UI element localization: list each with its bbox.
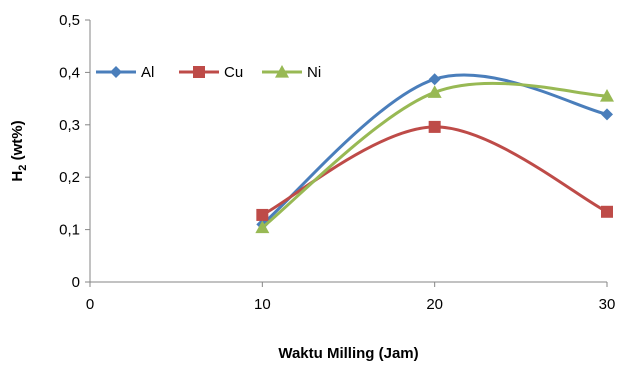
y-tick-label: 0,5 [59, 12, 80, 29]
legend-marker [275, 65, 289, 78]
y-axis-title-unit: (wt%) [9, 120, 26, 164]
series-cu [256, 120, 613, 221]
x-tick-label: 10 [254, 296, 271, 313]
data-point-cu [256, 208, 269, 221]
series-line-ni [261, 81, 608, 229]
y-tick-label: 0,2 [59, 169, 80, 186]
legend: Al Cu Ni [96, 64, 321, 81]
x-axis-ticks: 0 10 20 30 [86, 282, 616, 313]
data-point-ni [600, 88, 614, 102]
series-ni [255, 81, 614, 234]
y-tick-label: 0,3 [59, 117, 80, 134]
y-tick-label: 0,4 [59, 64, 80, 81]
axes [89, 20, 607, 283]
y-axis-title-main: H [9, 171, 26, 182]
data-point-al [428, 73, 441, 86]
x-tick-label: 30 [599, 296, 616, 313]
y-axis-ticks: 0 0,1 0,2 0,3 0,4 0,5 [59, 12, 90, 291]
data-point-ni [427, 85, 442, 98]
legend-marker [193, 66, 205, 78]
y-tick-label: 0 [72, 274, 80, 291]
y-tick-label: 0,1 [59, 222, 80, 239]
legend-marker [110, 66, 122, 78]
data-point-al [601, 108, 613, 121]
legend-item-al: Al [96, 64, 154, 81]
legend-label: Cu [224, 64, 243, 81]
x-axis-title: Waktu Milling (Jam) [278, 345, 418, 362]
legend-item-ni: Ni [262, 64, 321, 81]
legend-label: Ni [307, 64, 321, 81]
x-tick-label: 0 [86, 296, 94, 313]
legend-item-cu: Cu [179, 64, 243, 81]
series-layer [255, 73, 614, 234]
legend-label: Al [141, 64, 154, 81]
data-point-ni [255, 220, 270, 234]
data-point-cu [601, 205, 613, 218]
y-axis-title-subscript: 2 [17, 165, 29, 171]
data-point-cu [428, 120, 441, 133]
x-tick-label: 20 [426, 296, 443, 313]
y-axis-title: H2 (wt%) [9, 120, 29, 181]
